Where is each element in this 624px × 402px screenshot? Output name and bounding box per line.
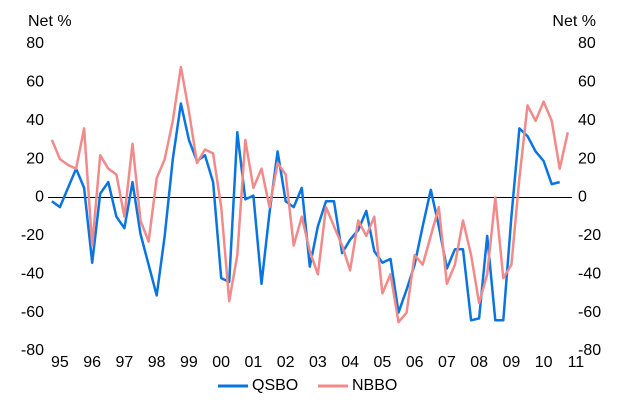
x-tick-label: 07 [438, 354, 456, 371]
y2-axis-label: Net % [552, 13, 596, 30]
x-tick-label: 97 [116, 354, 134, 371]
y2-tick-label: 20 [578, 150, 596, 167]
x-tick-label: 02 [277, 354, 295, 371]
x-tick-label: 99 [180, 354, 198, 371]
x-tick-label: 11 [568, 354, 585, 371]
y-tick-label: 20 [26, 150, 44, 167]
series-line [51, 102, 561, 322]
x-tick-label: 96 [83, 354, 101, 371]
y-tick-label: -20 [21, 227, 44, 244]
x-tick-label: 08 [470, 354, 488, 371]
y2-tick-label: 80 [578, 35, 596, 52]
x-tick-label: 10 [535, 354, 553, 371]
y2-tick-label: -80 [578, 342, 601, 359]
legend-label: QSBO [252, 377, 298, 394]
y-tick-label: -80 [21, 342, 44, 359]
y2-tick-label: 40 [578, 112, 596, 129]
y2-tick-label: -60 [578, 304, 601, 321]
series-line [50, 65, 570, 324]
y2-tick-label: 0 [578, 189, 587, 206]
x-tick-label: 09 [502, 354, 520, 371]
x-tick-label: 06 [406, 354, 424, 371]
y2-tick-label: -20 [578, 227, 601, 244]
legend-label: NBBO [352, 377, 397, 394]
y-tick-label: -60 [21, 304, 44, 321]
y-tick-label: 40 [26, 112, 44, 129]
x-tick-label: 95 [51, 354, 69, 371]
y-tick-label: 0 [35, 189, 44, 206]
y-tick-label: 80 [26, 35, 44, 52]
y2-tick-label: -40 [578, 265, 601, 282]
x-tick-label: 04 [341, 354, 359, 371]
y2-tick-label: 60 [578, 74, 596, 91]
x-tick-label: 98 [148, 354, 166, 371]
x-tick-label: 01 [245, 354, 263, 371]
x-tick-label: 05 [373, 354, 391, 371]
x-tick-label: 00 [212, 354, 230, 371]
x-tick-label: 03 [309, 354, 327, 371]
y-tick-label: -40 [21, 265, 44, 282]
y-axis-label: Net % [28, 13, 72, 30]
y-tick-label: 60 [26, 74, 44, 91]
